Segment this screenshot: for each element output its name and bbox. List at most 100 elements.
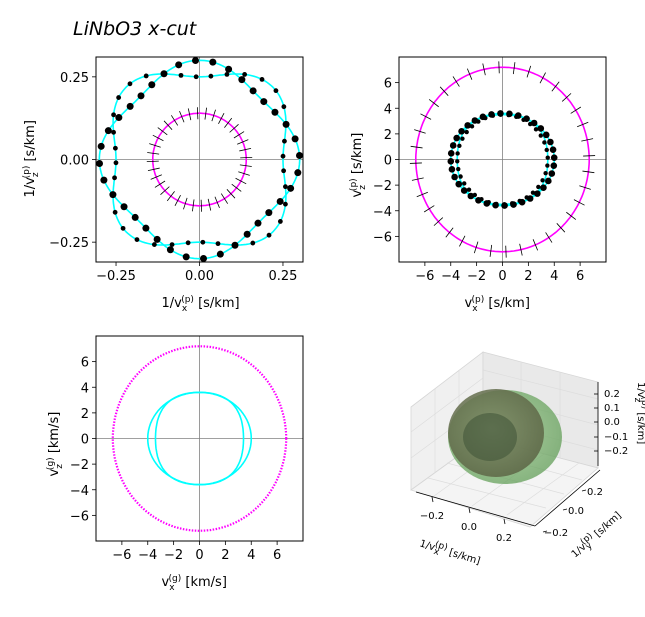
phase-point — [543, 170, 548, 176]
group-velocity-y-label: vz(g) [km/s] — [46, 412, 65, 477]
normal-tick — [220, 193, 229, 204]
normal-tick — [239, 164, 252, 167]
slowness-y-label: 1/vz(p) [s/km] — [22, 120, 41, 197]
3d-z-tick-label: 0.0 — [604, 417, 620, 428]
3d-y-tick-mark — [581, 489, 587, 492]
slowness-point — [166, 246, 174, 254]
phase-point — [476, 119, 481, 124]
y-tick-label: −2 — [70, 458, 89, 473]
x-tick-label: 0.00 — [185, 269, 214, 284]
slowness-point — [271, 108, 279, 116]
normal-tick — [556, 223, 566, 233]
phase-point — [448, 166, 456, 173]
3d-inner-sheet — [463, 413, 517, 461]
3d-grid-line — [506, 462, 580, 516]
slowness-point — [112, 145, 118, 151]
normal-tick — [207, 198, 212, 211]
normal-tick — [414, 129, 426, 134]
slowness-point — [209, 58, 217, 66]
3d-y-tick-mark — [562, 508, 568, 511]
phase-point — [447, 150, 455, 157]
phase-velocity-panel: −6 −4 −2 0 2 4 6 −6 −4 −2 0 2 4 6 vx(p) [s/km] vz(p) … — [349, 56, 607, 314]
normal-tick — [235, 177, 247, 185]
phase-point — [542, 140, 547, 145]
normal-tick — [238, 171, 250, 176]
phase-point — [458, 174, 463, 179]
3d-x-tick-mark — [503, 518, 506, 525]
normal-tick — [157, 127, 168, 136]
x-tick-label: 0 — [498, 269, 506, 284]
phase-point — [469, 124, 475, 129]
slowness-panel: −0.25 0.00 0.25 −0.25 0.00 0.25 1/vx(p) [s/km… — [22, 56, 304, 314]
y-tick-label: −4 — [373, 205, 392, 220]
slowness-point — [282, 138, 287, 144]
normal-tick — [147, 167, 160, 172]
x-tick-label: 6 — [273, 548, 281, 563]
x-tick-label: −2 — [467, 269, 486, 284]
slowness-point — [200, 239, 206, 245]
phase-point — [545, 163, 550, 168]
phase-point — [494, 201, 499, 207]
normal-tick — [459, 235, 466, 247]
figure-title: LiNbO3 x-cut — [73, 18, 198, 40]
slowness-point — [225, 65, 233, 73]
slowness-point — [276, 197, 284, 205]
group-velocity-x-label: vx(g) [km/s] — [162, 574, 227, 593]
x-tick-label: −6 — [415, 269, 434, 284]
normal-tick — [526, 65, 532, 78]
slowness-point — [191, 56, 199, 64]
slowness-point — [148, 81, 156, 89]
phase-velocity-x-label: vx(p) [s/km] — [465, 295, 530, 314]
3d-x-tick-mark — [431, 496, 434, 503]
slowness-point — [115, 114, 123, 122]
phase-point — [548, 170, 556, 177]
phase-point — [530, 190, 536, 195]
x-tick-label: −2 — [164, 548, 183, 563]
curve-qP — [152, 112, 247, 207]
phase-point — [545, 177, 552, 185]
phase-point — [547, 138, 554, 146]
normal-tick — [154, 180, 166, 188]
normal-tick — [582, 170, 595, 174]
phase-point — [447, 158, 455, 165]
x-tick-label: 4 — [247, 548, 255, 563]
normal-tick — [573, 199, 585, 206]
3d-y-axis-line — [534, 469, 601, 527]
y-tick-label: 0 — [384, 154, 392, 169]
slowness-point — [137, 92, 145, 100]
slowness-point — [111, 112, 116, 118]
normal-tick — [233, 131, 245, 139]
3d-grid-line — [482, 369, 599, 400]
slowness-point — [266, 232, 272, 238]
slowness-point — [169, 242, 175, 247]
normal-tick — [150, 174, 162, 180]
slowness-point — [111, 129, 116, 135]
slowness-point — [193, 74, 199, 80]
slowness-point — [134, 237, 140, 242]
curve-qS2 — [154, 391, 245, 486]
normal-tick — [581, 138, 594, 142]
3d-x-tick-label: 0.0 — [461, 522, 477, 533]
x-tick-label: 0 — [195, 548, 203, 563]
normal-tick — [445, 227, 454, 238]
normal-tick — [149, 143, 161, 148]
3d-x-tick-mark — [468, 507, 471, 514]
slowness-point — [242, 72, 248, 77]
slowness-point — [216, 250, 224, 258]
normal-tick — [174, 194, 181, 206]
group-velocity-panel: −6 −4 −2 0 2 4 6 −6 −4 −2 0 2 4 6 vx(g) [km/s] vz(g) … — [46, 335, 304, 593]
slowness-point — [116, 95, 122, 100]
phase-point — [506, 112, 511, 118]
slowness-3d-panel: −0.20.00.2 −0.20.00.20.20.10.0−0.1−0.2 1/… — [410, 351, 645, 567]
slowness-point — [249, 87, 257, 95]
phase-point — [464, 129, 469, 135]
normal-tick — [452, 76, 460, 87]
phase-point — [527, 121, 533, 127]
phase-point — [530, 119, 538, 127]
normal-tick — [187, 108, 192, 121]
phase-point — [545, 155, 550, 160]
x-tick-label: −0.25 — [96, 269, 136, 284]
slowness-point — [110, 192, 116, 197]
normal-tick — [551, 81, 560, 92]
